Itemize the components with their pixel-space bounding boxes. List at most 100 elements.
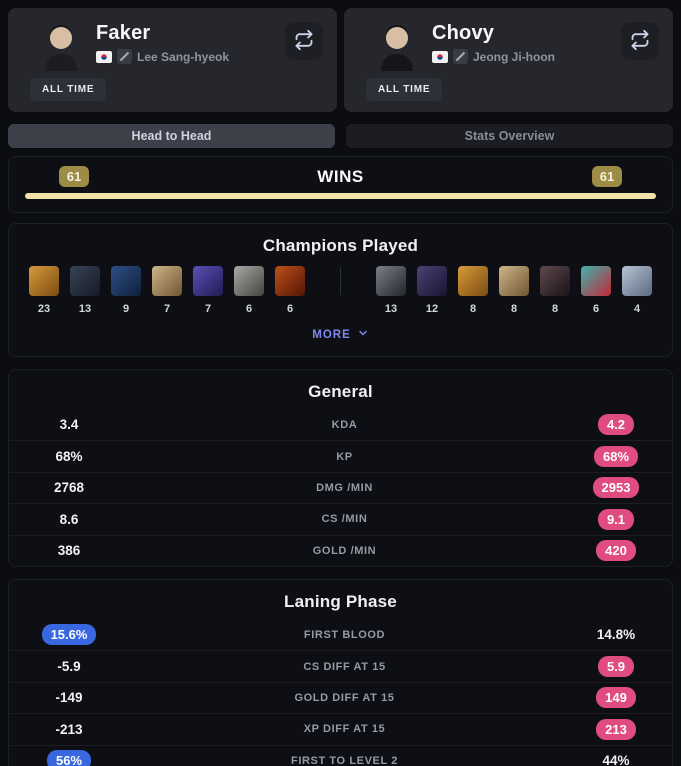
stat-label: KDA [331,418,358,431]
champion-count: 4 [633,303,641,315]
champion-icon[interactable] [622,266,652,296]
korea-flag-icon [432,50,448,63]
left-value-badge: 56% [46,750,92,766]
time-filter-button[interactable]: ALL TIME [30,78,107,101]
stat-label: DMG /MIN [316,481,373,494]
stat-label: XP DIFF AT 15 [303,723,386,736]
time-filter-button[interactable]: ALL TIME [366,78,443,101]
champion: 23 [29,266,59,315]
korea-flag-icon [96,50,112,63]
champion-count: 9 [122,303,130,315]
general-section: General 3.4 KDA 4.2 68% KP 68% 2768 DMG /MIN 295… [8,369,673,567]
stat-label: CS /MIN [321,513,368,526]
champion: 8 [540,266,570,315]
swap-icon [294,29,314,53]
left-value: 8.6 [59,511,79,527]
player-real-name: Jeong Ji-hoon [473,49,555,64]
stat-row: 15.6% FIRST BLOOD 14.8% [9,619,672,650]
right-value: 14.8% [596,627,636,643]
tab-head-to-head[interactable]: Head to Head [8,124,335,148]
champion: 8 [458,266,488,315]
left-value: -5.9 [57,659,81,675]
champions-section: Champions Played 23 13 9 7 7 6 6 13 12 8 8 8 6 4 MOR… [8,223,673,357]
champion-count: 7 [163,303,171,315]
team-logo-icon [453,49,468,64]
player-avatar [374,18,420,72]
wins-right-badge: 61 [591,166,623,187]
laning-title: Laning Phase [284,591,397,611]
wins-section: 61 WINS 61 [8,156,673,213]
champion-icon[interactable] [499,266,529,296]
champion: 6 [234,266,264,315]
wins-title: WINS [317,166,364,186]
swap-player-button[interactable] [285,22,323,60]
stat-row: -5.9 CS DIFF AT 15 5.9 [9,650,672,681]
players-header: Faker Lee Sang-hyeok ALL TIME [8,8,673,112]
champion-icon[interactable] [275,266,305,296]
left-value: -213 [55,721,83,737]
stat-row: 2768 DMG /MIN 2953 [9,471,672,503]
swap-icon [630,29,650,53]
tab-stats-overview[interactable]: Stats Overview [346,124,673,148]
champion-icon[interactable] [234,266,264,296]
stat-label: FIRST BLOOD [303,628,386,641]
champion: 6 [581,266,611,315]
stat-label: CS DIFF AT 15 [303,660,386,673]
right-value-badge: 213 [596,718,636,740]
left-value: 386 [57,543,81,559]
champion-icon[interactable] [111,266,141,296]
champion-count: 8 [510,303,518,315]
stat-label: FIRST TO LEVEL 2 [291,754,398,766]
left-value: -149 [55,690,83,706]
right-value-badge: 149 [596,687,636,709]
champion-count: 8 [551,303,559,315]
champion-count: 12 [425,303,439,315]
stat-row: 68% KP 68% [9,440,672,471]
team-logo-icon [117,49,132,64]
champion: 13 [70,266,100,315]
champion: 8 [499,266,529,315]
champion-count: 13 [384,303,398,315]
stat-row: -213 XP DIFF AT 15 213 [9,713,672,744]
left-value: 3.4 [59,417,79,433]
champion-count: 6 [286,303,294,315]
stat-row: 386 GOLD /MIN 420 [9,534,672,566]
champion-icon[interactable] [458,266,488,296]
general-rows: 3.4 KDA 4.2 68% KP 68% 2768 DMG /MIN 2953 8.6 CS /… [9,409,672,566]
champion: 7 [193,266,223,315]
champion-count: 13 [78,303,92,315]
champion-icon[interactable] [417,266,447,296]
champion-icon[interactable] [152,266,182,296]
champion: 4 [622,266,652,315]
champion-icon[interactable] [581,266,611,296]
player-name: Chovy [432,22,495,44]
champion: 12 [417,266,447,315]
stat-row: 56% FIRST TO LEVEL 2 44% [9,744,672,766]
stat-label: KP [336,450,353,463]
player-card-left: Faker Lee Sang-hyeok ALL TIME [8,8,337,112]
left-value: 68% [55,449,83,465]
champion-count: 23 [37,303,51,315]
champion-icon[interactable] [29,266,59,296]
champion-icon[interactable] [193,266,223,296]
champion-icon[interactable] [376,266,406,296]
swap-player-button[interactable] [621,22,659,60]
right-value: 44% [602,753,630,766]
left-value: 2768 [53,480,85,496]
champions-left-group: 23 13 9 7 7 6 6 [29,266,305,315]
general-title: General [308,382,373,401]
laning-section: Laning Phase 15.6% FIRST BLOOD 14.8% -5.9 CS… [8,578,673,766]
wins-left-badge: 61 [58,166,90,187]
right-value-badge: 420 [596,540,636,562]
champion: 7 [152,266,182,315]
player-real-name: Lee Sang-hyeok [137,49,230,64]
champion-count: 6 [592,303,600,315]
champion-icon[interactable] [540,266,570,296]
champion: 9 [111,266,141,315]
more-button[interactable]: MORE [312,327,369,342]
champions-title: Champions Played [262,236,419,255]
champion-icon[interactable] [70,266,100,296]
player-avatar [38,18,84,72]
chevron-down-icon [357,327,369,342]
laning-rows: 15.6% FIRST BLOOD 14.8% -5.9 CS DIFF AT 15 5.… [9,619,672,766]
